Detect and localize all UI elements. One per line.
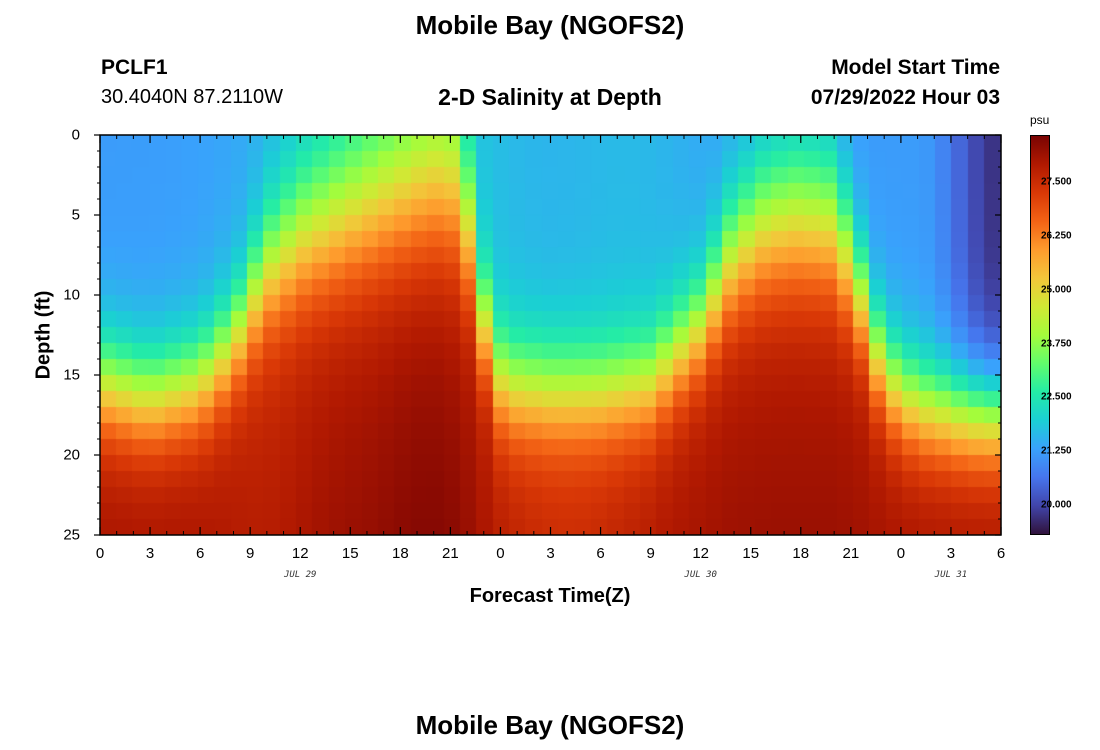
x-tick-label: 6 xyxy=(596,545,605,562)
y-tick-label: 25 xyxy=(63,526,80,544)
colorbar-tick-label: 20.000 xyxy=(1041,499,1072,511)
y-tick-label: 20 xyxy=(63,446,80,464)
model-start-label: Model Start Time xyxy=(831,56,1000,79)
date-label: JUL 30 xyxy=(684,570,717,580)
y-tick-label: 5 xyxy=(71,206,80,224)
y-tick-label: 15 xyxy=(63,366,80,384)
colorbar xyxy=(1030,135,1050,535)
x-tick-label: 6 xyxy=(996,545,1006,562)
x-tick-label: 3 xyxy=(546,545,555,562)
x-tick-label: 6 xyxy=(195,545,205,562)
x-tick-label: 18 xyxy=(391,545,409,562)
x-tick-label: 21 xyxy=(842,545,860,562)
date-label: JUL 29 xyxy=(283,570,317,580)
colorbar-tick-label: 23.750 xyxy=(1041,338,1072,350)
x-tick-label: 3 xyxy=(946,545,956,562)
y-tick-label: 10 xyxy=(63,286,80,304)
date-label: JUL 31 xyxy=(934,570,968,580)
colorbar-tick-label: 21.250 xyxy=(1041,445,1072,457)
colorbar-tick-label: 25.000 xyxy=(1041,284,1072,296)
chart-title-repeat: Mobile Bay (NGOFS2) xyxy=(415,710,685,740)
x-tick-label: 9 xyxy=(646,545,655,562)
x-tick-label: 3 xyxy=(145,545,155,562)
plot-border xyxy=(99,134,1002,536)
colorbar-tick-label: 26.250 xyxy=(1041,230,1072,242)
y-tick-label: 0 xyxy=(71,126,80,144)
x-tick-label: 12 xyxy=(692,545,709,562)
colorbar-tick-label: 22.500 xyxy=(1041,391,1072,403)
y-axis-label: Depth (ft) xyxy=(32,290,55,380)
x-tick-label: 0 xyxy=(95,545,105,562)
model-start-time: 07/29/2022 Hour 03 xyxy=(810,86,1000,109)
plot-subtitle: 2-D Salinity at Depth xyxy=(438,84,662,110)
salinity-heatmap xyxy=(100,135,1001,535)
colorbar-unit: psu xyxy=(1030,113,1050,127)
x-tick-label: 0 xyxy=(896,545,906,562)
station-coords: 30.4040N 87.2110W xyxy=(101,86,283,108)
chart-title: Mobile Bay (NGOFS2) xyxy=(415,10,685,40)
x-axis-label: Forecast Time(Z) xyxy=(469,585,631,607)
x-tick-label: 12 xyxy=(291,545,309,562)
x-tick-label: 9 xyxy=(245,545,255,562)
x-tick-label: 21 xyxy=(442,545,459,562)
x-tick-label: 18 xyxy=(792,545,810,562)
x-tick-label: 0 xyxy=(496,545,505,562)
x-tick-label: 15 xyxy=(341,545,359,562)
colorbar-tick-label: 27.500 xyxy=(1041,176,1072,188)
station-id: PCLF1 xyxy=(101,56,168,79)
x-tick-label: 15 xyxy=(742,545,760,562)
